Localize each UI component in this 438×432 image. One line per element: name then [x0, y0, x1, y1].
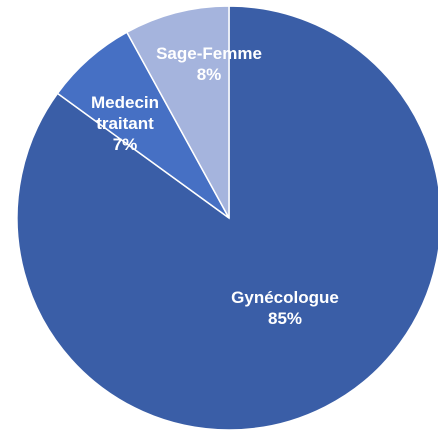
value-label: 7% [112, 135, 138, 154]
value-label: 8% [196, 65, 222, 84]
slice-label: Sage-Femme 8% [144, 43, 274, 85]
slice-label: Medecin traitant 7% [80, 92, 170, 155]
category-label: Gynécologue [231, 288, 339, 307]
value-label: 85% [267, 309, 303, 328]
category-label: Medecin traitant [90, 93, 160, 133]
category-label: Sage-Femme [156, 44, 262, 63]
pie-slice [16, 5, 438, 431]
slice-label: Gynécologue 85% [210, 287, 360, 329]
pie-slice [125, 5, 230, 219]
